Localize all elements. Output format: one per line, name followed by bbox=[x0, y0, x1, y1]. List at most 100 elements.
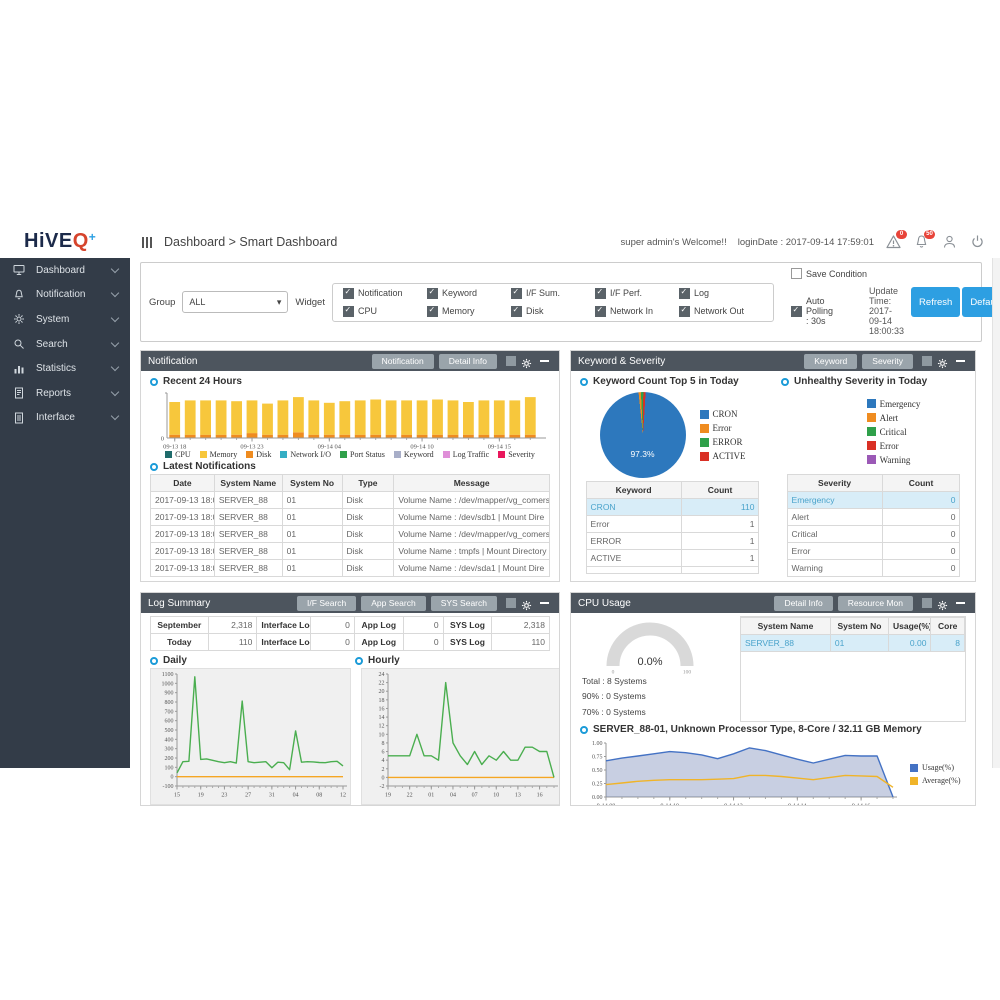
gear-icon[interactable] bbox=[521, 356, 532, 368]
panel-title: CPU Usage bbox=[578, 597, 631, 609]
panel-select-checkbox[interactable] bbox=[506, 598, 516, 608]
severity-button[interactable]: Severity bbox=[862, 353, 913, 369]
table-cell: 01 bbox=[281, 525, 343, 543]
table-cell: Disk bbox=[341, 542, 395, 560]
menu-toggle-icon[interactable] bbox=[142, 236, 152, 248]
auto-polling-checkbox[interactable]: Auto Polling : 30s bbox=[790, 296, 833, 326]
legend-swatch bbox=[866, 455, 876, 464]
table-cell: Error bbox=[585, 515, 682, 533]
table-row[interactable]: Error 1 bbox=[585, 515, 760, 533]
gear-icon[interactable] bbox=[937, 356, 948, 368]
checkbox-network-out[interactable]: Network Out bbox=[678, 305, 763, 317]
save-condition-checkbox[interactable]: Save Condition bbox=[790, 268, 904, 279]
refresh-button[interactable]: Refresh bbox=[911, 287, 961, 317]
table-row[interactable] bbox=[585, 566, 760, 574]
panel-select-checkbox[interactable] bbox=[922, 598, 932, 608]
table-row[interactable]: 2017-09-13 18:03:3SERVER_8801DiskVolume … bbox=[150, 491, 550, 509]
checkbox-i-f-sum[interactable]: I/F Sum. bbox=[510, 287, 595, 299]
warning-icon[interactable]: 0 bbox=[885, 230, 907, 250]
legend-item: ACTIVE bbox=[699, 451, 746, 461]
panel-select-checkbox[interactable] bbox=[922, 356, 932, 366]
update-time: Update Time: 2017-09-14 18:00:33 bbox=[869, 286, 905, 336]
svg-text:100: 100 bbox=[165, 765, 174, 771]
legend-swatch bbox=[866, 413, 876, 422]
gear-icon[interactable] bbox=[521, 598, 532, 610]
table-row[interactable]: Critical 0 bbox=[786, 525, 961, 543]
user-icon[interactable] bbox=[941, 234, 958, 250]
table-row[interactable]: 2017-09-13 18:03:3SERVER_8801DiskVolume … bbox=[150, 542, 550, 560]
app-search-button[interactable]: App Search bbox=[361, 595, 426, 611]
collapse-icon[interactable] bbox=[956, 602, 965, 604]
save-condition-checkbox-inner[interactable]: Save Condition bbox=[790, 268, 904, 279]
checkbox-memory[interactable]: Memory bbox=[426, 305, 511, 317]
sidebar-item-dashboard[interactable]: Dashboard bbox=[0, 258, 130, 283]
table-row[interactable]: Emergency 0 bbox=[786, 491, 961, 509]
table-row[interactable]: 2017-09-13 18:03:3SERVER_8801DiskVolume … bbox=[150, 525, 550, 543]
gear-icon[interactable] bbox=[937, 598, 948, 610]
svg-text:600: 600 bbox=[165, 719, 174, 725]
table-row[interactable]: CRON 110 bbox=[585, 498, 760, 516]
notification-button[interactable]: Notification bbox=[371, 353, 434, 369]
table-cell: Emergency bbox=[786, 491, 883, 509]
scrollbar[interactable] bbox=[992, 258, 1000, 768]
legend-swatch bbox=[699, 423, 709, 433]
legend-swatch bbox=[699, 437, 709, 447]
svg-text:13: 13 bbox=[515, 793, 521, 799]
table-row[interactable]: SERVER_88 01 0.00 8 bbox=[741, 634, 965, 652]
keyword-button[interactable]: Keyword bbox=[804, 353, 858, 369]
checkbox-keyword[interactable]: Keyword bbox=[426, 287, 511, 299]
logo-plus: + bbox=[88, 230, 97, 244]
sidebar-item-notification[interactable]: Notification bbox=[0, 283, 130, 308]
svg-text:1.00: 1.00 bbox=[592, 741, 603, 747]
legend-swatch bbox=[442, 451, 450, 458]
checkbox-label: Disk bbox=[525, 306, 544, 316]
bell-icon[interactable]: 50 bbox=[913, 230, 935, 250]
table-cell: SERVER_88 bbox=[213, 559, 283, 577]
svg-text:8: 8 bbox=[382, 741, 385, 747]
collapse-icon[interactable] bbox=[956, 360, 965, 362]
checkbox-label: Log bbox=[693, 288, 710, 298]
i-f-search-button[interactable]: I/F Search bbox=[297, 595, 357, 611]
checkbox-box bbox=[342, 287, 354, 299]
table-cell: 2,318 bbox=[207, 616, 258, 634]
table-row[interactable]: September 2,318 Interface Log 0 App Log 0 SYS … bbox=[150, 616, 550, 634]
table-row[interactable]: ERROR 1 bbox=[585, 532, 760, 550]
table-row[interactable]: Error 0 bbox=[786, 542, 961, 560]
table-row[interactable]: ACTIVE 1 bbox=[585, 549, 760, 567]
table-row[interactable]: Warning 0 bbox=[786, 559, 961, 577]
column-header: Type bbox=[341, 474, 395, 492]
checkbox-box bbox=[342, 305, 354, 317]
detail-info-button[interactable]: Detail Info bbox=[774, 595, 833, 611]
logout-power-icon[interactable] bbox=[969, 234, 986, 250]
table-row[interactable]: Alert 0 bbox=[786, 508, 961, 526]
checkbox-disk[interactable]: Disk bbox=[510, 305, 595, 317]
sidebar-item-statistics[interactable]: Statistics bbox=[0, 356, 130, 381]
detail-info-button[interactable]: Detail Info bbox=[438, 353, 497, 369]
group-select[interactable]: ALL ▾ bbox=[182, 291, 289, 313]
checkbox-cpu[interactable]: CPU bbox=[342, 305, 427, 317]
collapse-icon[interactable] bbox=[540, 602, 549, 604]
checkbox-i-f-perf[interactable]: I/F Perf. bbox=[594, 287, 679, 299]
table-row[interactable]: 2017-09-13 18:03:3SERVER_8801DiskVolume … bbox=[150, 559, 550, 577]
sidebar-item-interface[interactable]: Interface bbox=[0, 406, 130, 431]
table-row[interactable]: Today 110 Interface Log 0 App Log 0 SYS Log 110 bbox=[150, 633, 550, 651]
svg-text:07: 07 bbox=[472, 793, 478, 799]
checkbox-network-in[interactable]: Network In bbox=[594, 305, 679, 317]
section-title: Daily bbox=[163, 655, 187, 666]
svg-text:9-14 16: 9-14 16 bbox=[852, 804, 871, 807]
app-logo[interactable]: HiVEQ+ bbox=[24, 230, 96, 253]
table-cell: 0.00 bbox=[888, 634, 932, 652]
checkbox-log[interactable]: Log bbox=[678, 287, 763, 299]
stat-line: Total : 8 Systems bbox=[582, 676, 647, 686]
auto-polling-checkbox-inner[interactable]: Auto Polling : 30s bbox=[790, 296, 833, 326]
panel-select-checkbox[interactable] bbox=[506, 356, 516, 366]
resource-mon-button[interactable]: Resource Mon bbox=[837, 595, 913, 611]
sys-search-button[interactable]: SYS Search bbox=[430, 595, 497, 611]
table-row[interactable]: 2017-09-13 18:03:3SERVER_8801DiskVolume … bbox=[150, 508, 550, 526]
sidebar-item-system[interactable]: System bbox=[0, 307, 130, 332]
checkbox-notification[interactable]: Notification bbox=[342, 287, 427, 299]
sidebar-item-search[interactable]: Search bbox=[0, 332, 130, 357]
column-header: Core bbox=[930, 617, 965, 635]
collapse-icon[interactable] bbox=[540, 360, 549, 362]
sidebar-item-reports[interactable]: Reports bbox=[0, 381, 130, 406]
